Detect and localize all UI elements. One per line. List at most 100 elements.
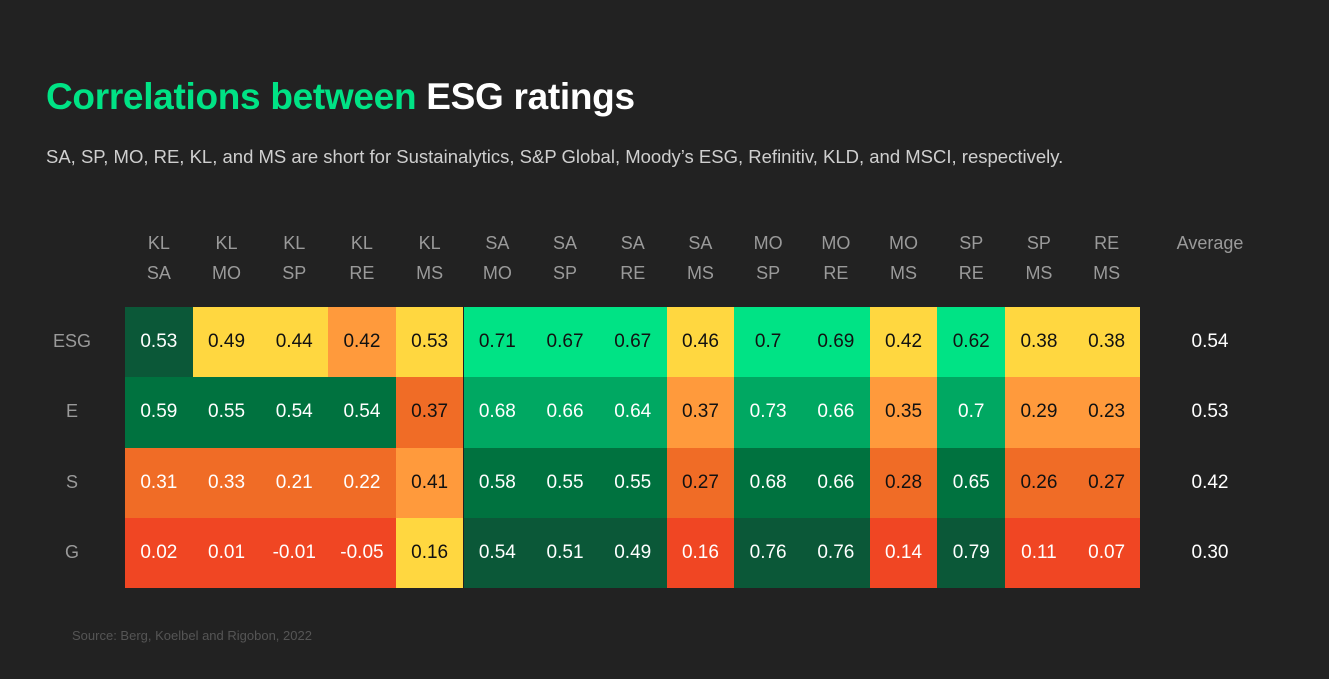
heatmap-cell: 0.37 [395, 377, 464, 448]
column-header: KL MO [193, 228, 261, 288]
heatmap-cell: -0.05 [328, 517, 396, 589]
row-label: E [65, 401, 78, 422]
heatmap-cell: 0.42 [328, 307, 396, 378]
heatmap-cell: 0.54 [463, 517, 532, 589]
subtitle: SA, SP, MO, RE, KL, and MS are short for… [46, 146, 1064, 167]
heatmap-cell: 0.42 [869, 307, 938, 378]
column-header: RE MS [1073, 228, 1141, 288]
heatmap-cell: 0.66 [802, 447, 870, 518]
heatmap-cell: 0.67 [531, 307, 599, 378]
heatmap-cell: -0.01 [260, 517, 329, 589]
column-header-line: SA [485, 233, 510, 253]
heatmap-cell: 0.79 [937, 517, 1006, 589]
heatmap-cell: 0.76 [802, 517, 870, 589]
heatmap-cell: 0.68 [734, 447, 802, 518]
column-header: KL SA [125, 228, 193, 288]
heatmap-cell: 0.55 [531, 447, 599, 518]
heatmap-cell: 0.44 [260, 307, 329, 378]
column-header: MO SP [734, 228, 802, 288]
column-header-line: MO [482, 263, 512, 283]
heatmap-cell: 0.66 [531, 377, 599, 448]
heatmap-cell: 0.7 [937, 377, 1006, 448]
row-label: ESG [52, 331, 91, 351]
heatmap-cell: 0.53 [395, 307, 464, 378]
average-value: 0.53 [1191, 401, 1229, 423]
heatmap-cell: 0.67 [598, 307, 667, 378]
row-label: G [64, 541, 79, 562]
heatmap-cell: 0.54 [260, 377, 329, 448]
heatmap-cell: 0.02 [125, 517, 193, 589]
heatmap-cell: 0.27 [666, 447, 735, 518]
heatmap-cell: 0.69 [802, 307, 870, 378]
heatmap-cell: 0.01 [192, 517, 261, 589]
column-header-line: KL [147, 233, 170, 253]
column-header: SA MO [464, 228, 532, 288]
heatmap-cell: 0.76 [734, 517, 802, 589]
heatmap-cell: 0.16 [666, 517, 735, 589]
heatmap-cell: 0.38 [1005, 307, 1073, 378]
column-header: SP RE [937, 228, 1005, 288]
heatmap-cell: 0.51 [531, 517, 599, 589]
chart-title: Correlations between ESG ratings [46, 76, 635, 118]
heatmap-cell: 0.59 [125, 377, 193, 448]
heatmap-cell: 0.16 [395, 517, 464, 589]
heatmap-cell: 0.22 [328, 447, 396, 518]
column-header: MO MS [870, 228, 938, 288]
average-value: 0.30 [1191, 542, 1229, 564]
average-value: 0.42 [1191, 471, 1229, 493]
heatmap-cell: 0.68 [463, 377, 532, 448]
heatmap-cell: 0.49 [192, 307, 261, 378]
title-green: Correlations between [46, 76, 417, 117]
column-header-line: SP [959, 233, 984, 253]
heatmap-cell: 0.38 [1072, 307, 1141, 378]
heatmap-cell: 0.73 [734, 377, 802, 448]
column-header-line: KL [283, 233, 306, 253]
heatmap-cell: 0.35 [869, 377, 938, 448]
column-header-line: SA [688, 233, 713, 253]
heatmap-cell: 0.11 [1005, 517, 1073, 589]
heatmap-cell: 0.7 [734, 307, 802, 378]
column-header-line: KL [350, 233, 373, 253]
column-header: KL SP [260, 228, 328, 288]
column-header-line: SA [146, 263, 171, 283]
heatmap-cell: 0.33 [192, 447, 261, 518]
heatmap-cell: 0.14 [869, 517, 938, 589]
column-header-line: RE [823, 263, 849, 283]
title-white: ESG ratings [426, 76, 635, 117]
heatmap-cell: 0.65 [937, 447, 1006, 518]
heatmap-cell: 0.27 [1072, 447, 1141, 518]
heatmap-cell: 0.53 [125, 307, 193, 378]
column-header-line: MS [686, 263, 714, 283]
column-header-line: MO [753, 233, 783, 253]
heatmap-cell: 0.07 [1072, 517, 1141, 589]
column-header-line: RE [1094, 233, 1120, 253]
heatmap-cell: 0.64 [598, 377, 667, 448]
column-header: KL MS [396, 228, 464, 288]
column-header-line: SA [620, 233, 645, 253]
column-header-line: MS [890, 263, 918, 283]
column-header-line: RE [958, 263, 984, 283]
column-header-line: KL [418, 233, 441, 253]
heatmap-cell: 0.26 [1005, 447, 1073, 518]
row-label: S [65, 471, 78, 492]
average-header: Average [1176, 233, 1244, 253]
heatmap-cell: 0.66 [802, 377, 870, 448]
column-header-line: MO [212, 263, 242, 283]
heatmap-cell: 0.41 [395, 447, 464, 518]
column-header: KL RE [328, 228, 396, 288]
column-header-line: SA [553, 233, 578, 253]
heatmap-cell: 0.71 [463, 307, 532, 378]
heatmap-cell: 0.58 [463, 447, 532, 518]
heatmap-cell: 0.31 [125, 447, 193, 518]
column-header: SP MS [1005, 228, 1073, 288]
column-header: SA RE [599, 228, 667, 288]
average-value: 0.54 [1191, 331, 1229, 353]
heatmap-cell: 0.21 [260, 447, 329, 518]
heatmap-cell: 0.54 [328, 377, 396, 448]
heatmap-cell: 0.46 [666, 307, 735, 378]
heatmap-cell: 0.49 [598, 517, 667, 589]
column-header-line: KL [215, 233, 238, 253]
column-header-line: SP [756, 263, 781, 283]
heatmap-cell: 0.23 [1072, 377, 1141, 448]
column-header: SA SP [531, 228, 599, 288]
